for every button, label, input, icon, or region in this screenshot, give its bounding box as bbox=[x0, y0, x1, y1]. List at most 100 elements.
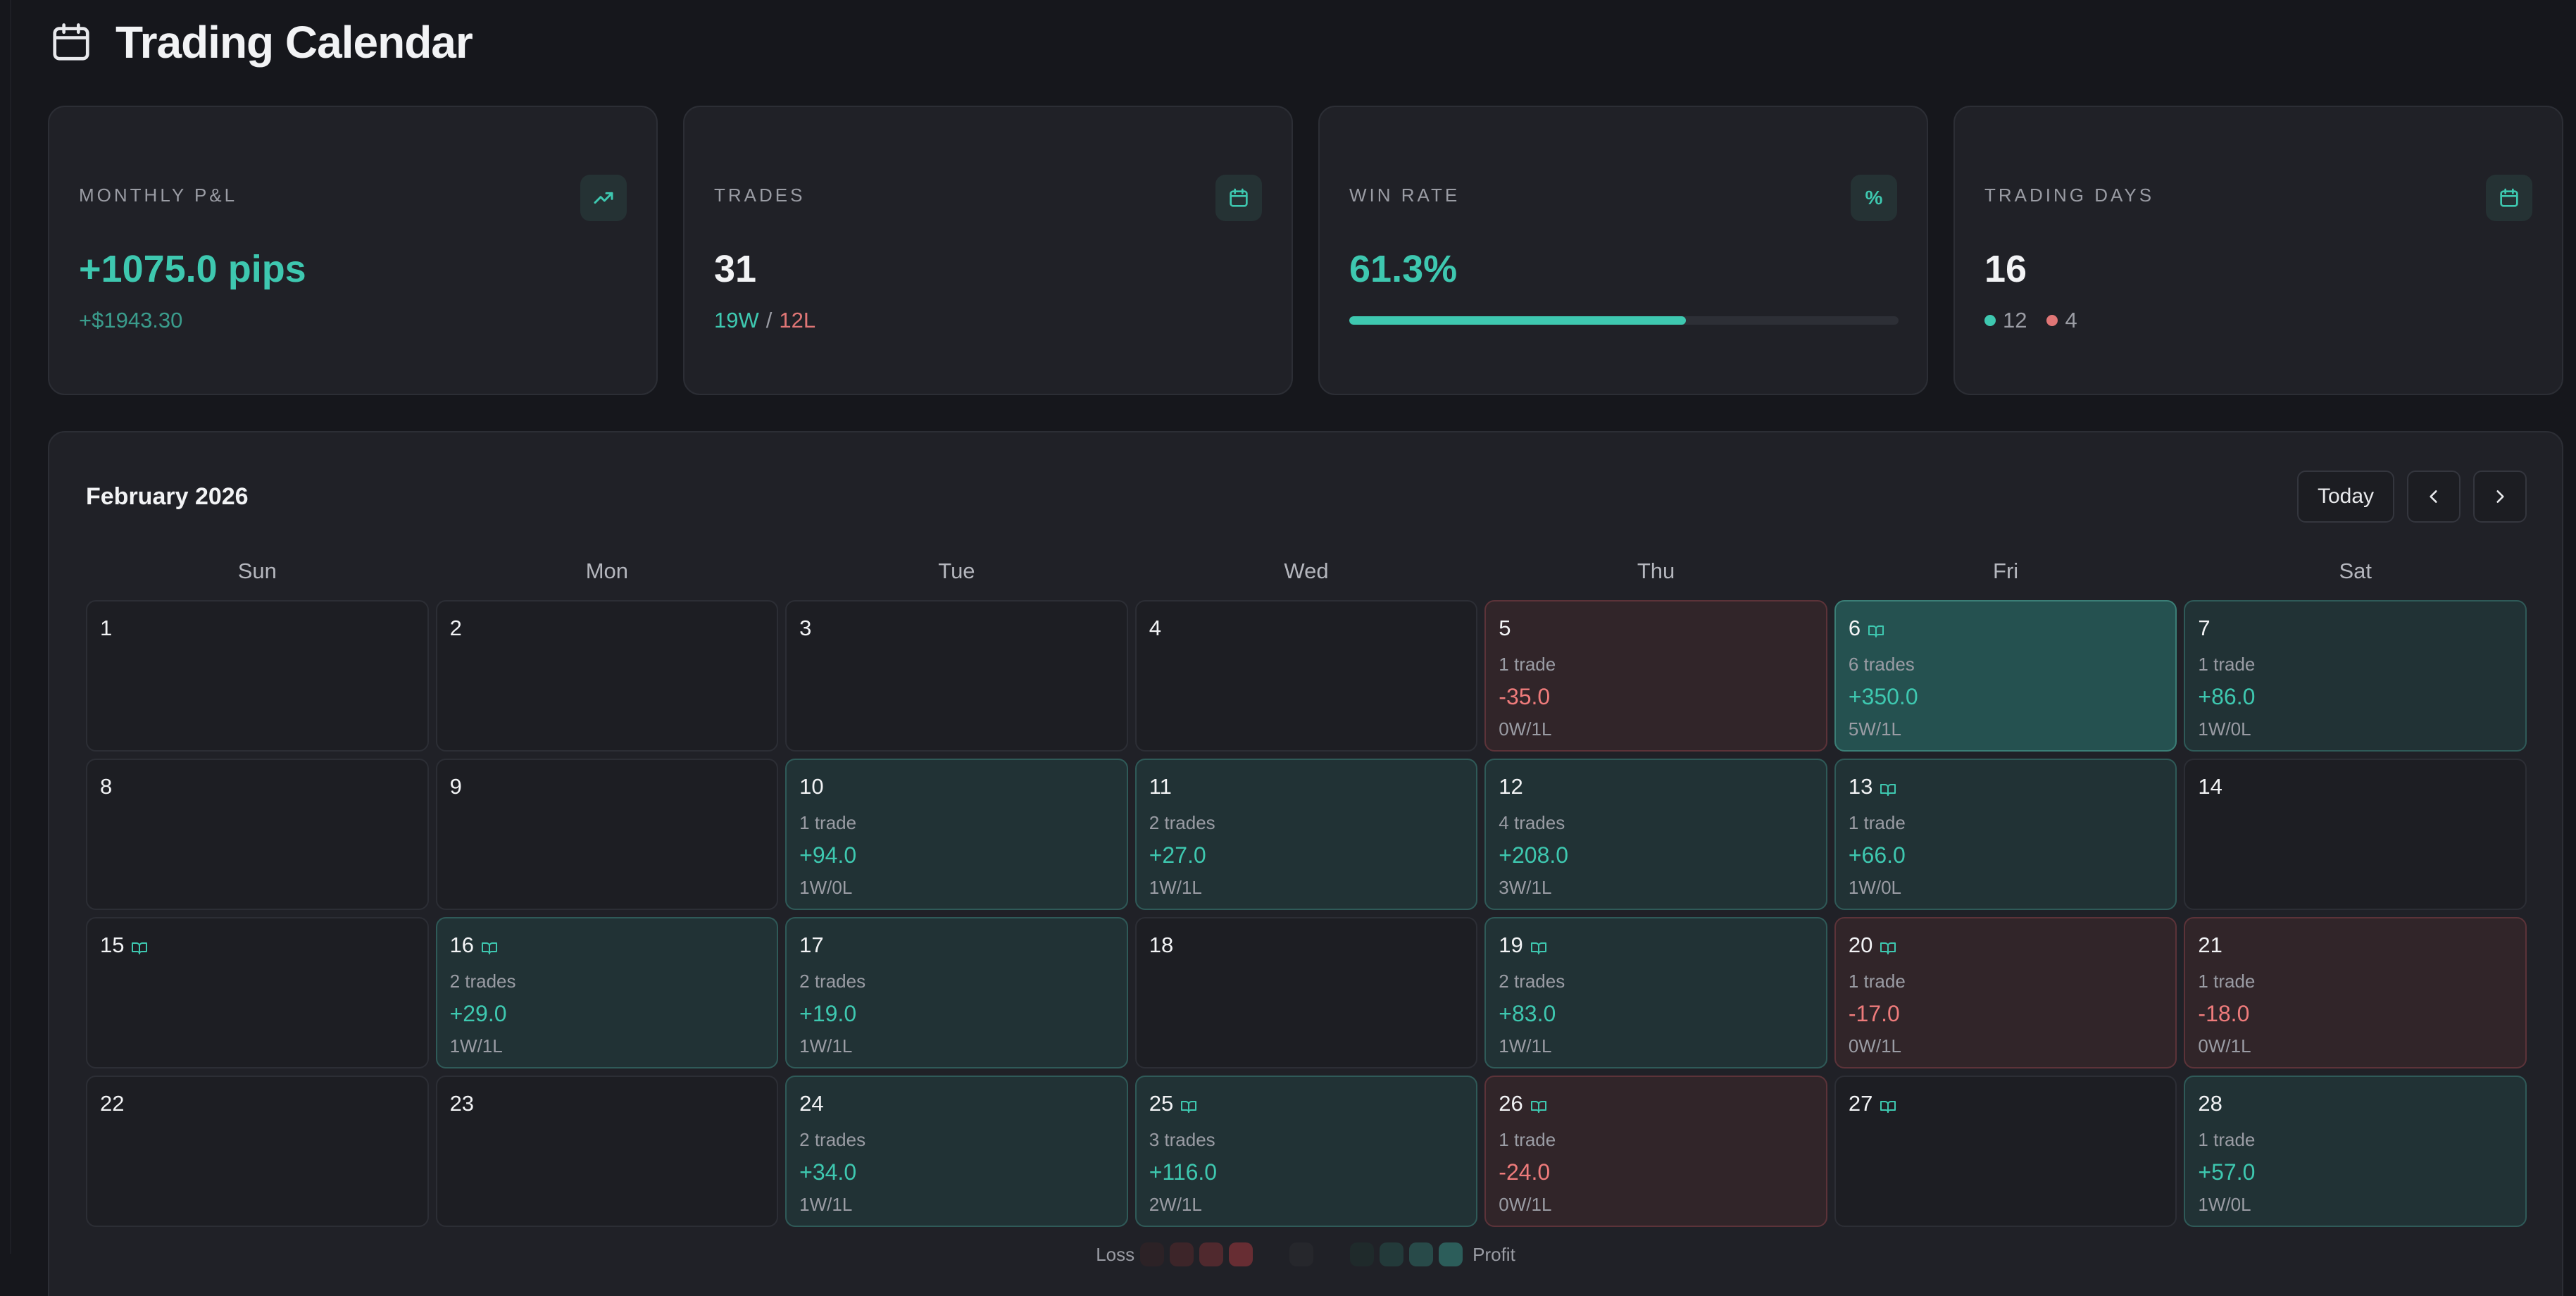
calendar-day[interactable]: 11 2 trades +27.0 1W/1L bbox=[1134, 759, 1478, 910]
calendar-day[interactable]: 5 1 trade -35.0 0W/1L bbox=[1484, 600, 1827, 752]
calendar-day[interactable]: 13 1 trade +66.0 1W/0L bbox=[1834, 759, 2177, 910]
calendar-day[interactable]: 7 1 trade +86.0 1W/0L bbox=[2184, 600, 2527, 752]
journal-book-icon[interactable] bbox=[131, 937, 148, 954]
calendar-day[interactable]: 3 bbox=[785, 600, 1128, 752]
calendar-day[interactable]: 17 2 trades +19.0 1W/1L bbox=[785, 917, 1128, 1068]
page-header: Trading Calendar bbox=[49, 14, 473, 70]
calendar-day[interactable]: 8 bbox=[86, 759, 429, 910]
journal-book-icon[interactable] bbox=[1530, 1095, 1547, 1113]
win-rate-value: 61.3% bbox=[1349, 248, 1458, 290]
legend-profit-swatch bbox=[1380, 1242, 1404, 1266]
day-header: 8 bbox=[100, 774, 427, 799]
calendar-day[interactable]: 1 bbox=[86, 600, 429, 752]
profit-dot-icon bbox=[1984, 315, 1996, 326]
trade-count: 1 trade bbox=[799, 812, 857, 833]
chevron-left-icon bbox=[2430, 490, 2437, 503]
calendar-day[interactable]: 26 1 trade -24.0 0W/1L bbox=[1484, 1076, 1827, 1227]
journal-book-icon[interactable] bbox=[1880, 1095, 1896, 1113]
day-header: 7 bbox=[2198, 616, 2525, 641]
legend-loss-swatch bbox=[1199, 1242, 1224, 1266]
trade-count: 1 trade bbox=[2198, 654, 2256, 675]
day-header: 11 bbox=[1149, 774, 1477, 799]
day-number: 17 bbox=[799, 933, 824, 957]
legend-profit-swatch bbox=[1350, 1242, 1375, 1266]
day-pips: -24.0 bbox=[1499, 1159, 1551, 1185]
calendar-day[interactable]: 22 bbox=[86, 1076, 429, 1227]
trading-days-value: 16 bbox=[1984, 248, 2027, 290]
day-header: 10 bbox=[799, 774, 1127, 799]
win-loss-count: 19W / 12L bbox=[714, 308, 1292, 333]
journal-book-icon[interactable] bbox=[1868, 620, 1884, 637]
calendar-day[interactable]: 18 bbox=[1134, 917, 1478, 1068]
day-pips: +27.0 bbox=[1149, 842, 1206, 868]
weekday-header: Sun Mon Tue Wed Thu Fri Sat bbox=[86, 547, 2527, 596]
win-loss-record: 2W/1L bbox=[1149, 1194, 1202, 1215]
calendar-day[interactable]: 27 bbox=[1834, 1076, 2177, 1227]
win-loss-record: 1W/0L bbox=[1848, 877, 1901, 898]
day-number: 6 bbox=[1848, 616, 1861, 640]
loss-days-count: 4 bbox=[2065, 308, 2077, 332]
journal-book-icon[interactable] bbox=[1180, 1095, 1197, 1113]
day-header: 4 bbox=[1149, 616, 1477, 641]
calendar-day[interactable]: 28 1 trade +57.0 1W/0L bbox=[2184, 1076, 2527, 1227]
calendar-day[interactable]: 16 2 trades +29.0 1W/1L bbox=[435, 917, 779, 1068]
day-number: 16 bbox=[449, 933, 475, 957]
trade-count: 2 trades bbox=[1149, 812, 1215, 833]
calendar-day[interactable]: 19 2 trades +83.0 1W/1L bbox=[1484, 917, 1827, 1068]
calendar-day[interactable]: 6 6 trades +350.0 5W/1L bbox=[1834, 600, 2177, 752]
day-pips: +29.0 bbox=[449, 1001, 507, 1026]
today-button[interactable]: Today bbox=[2297, 471, 2394, 523]
calendar-day[interactable]: 14 bbox=[2184, 759, 2527, 910]
day-pips: +83.0 bbox=[1499, 1001, 1556, 1026]
day-number: 19 bbox=[1499, 933, 1523, 957]
legend-loss-swatch bbox=[1170, 1242, 1194, 1266]
calendar-day[interactable]: 21 1 trade -18.0 0W/1L bbox=[2184, 917, 2527, 1068]
win-rate-progress bbox=[1349, 316, 1899, 325]
day-header: 12 bbox=[1499, 774, 1826, 799]
calendar-day[interactable]: 24 2 trades +34.0 1W/1L bbox=[785, 1076, 1128, 1227]
calendar-day[interactable]: 4 bbox=[1134, 600, 1478, 752]
month-title: February 2026 bbox=[86, 483, 249, 510]
legend-profit-swatch bbox=[1439, 1242, 1463, 1266]
day-pips: -35.0 bbox=[1499, 684, 1551, 709]
legend-neutral-swatch bbox=[1289, 1242, 1314, 1266]
calendar-day[interactable]: 23 bbox=[435, 1076, 779, 1227]
next-month-button[interactable] bbox=[2473, 471, 2527, 523]
legend-profit-swatch bbox=[1409, 1242, 1434, 1266]
trade-count: 1 trade bbox=[2198, 1129, 2256, 1150]
journal-book-icon[interactable] bbox=[1530, 937, 1547, 954]
heat-legend: Loss Profit bbox=[49, 1242, 2562, 1266]
calendar-day[interactable]: 9 bbox=[435, 759, 779, 910]
journal-book-icon[interactable] bbox=[1880, 778, 1896, 796]
calendar-day[interactable]: 2 bbox=[435, 600, 779, 752]
trade-count: 6 trades bbox=[1848, 654, 1915, 675]
calendar-day[interactable]: 20 1 trade -17.0 0W/1L bbox=[1834, 917, 2177, 1068]
day-header: 2 bbox=[450, 616, 777, 641]
journal-book-icon[interactable] bbox=[1880, 937, 1896, 954]
calendar-day[interactable]: 10 1 trade +94.0 1W/0L bbox=[785, 759, 1128, 910]
day-header: 15 bbox=[100, 933, 427, 958]
legend-loss-swatch bbox=[1229, 1242, 1253, 1266]
wins-count: 19W bbox=[714, 308, 759, 332]
trade-count: 1 trade bbox=[1499, 654, 1556, 675]
previous-month-button[interactable] bbox=[2407, 471, 2461, 523]
calendar-day[interactable]: 25 3 trades +116.0 2W/1L bbox=[1134, 1076, 1478, 1227]
trade-count: 2 trades bbox=[1499, 971, 1565, 992]
day-number: 21 bbox=[2198, 933, 2222, 957]
day-pips: +116.0 bbox=[1149, 1159, 1218, 1185]
win-loss-record: 0W/1L bbox=[1848, 1035, 1901, 1057]
day-pips: +19.0 bbox=[799, 1001, 857, 1026]
stat-label: TRADING DAYS bbox=[1984, 185, 2155, 206]
trade-count: 1 trade bbox=[1499, 1129, 1556, 1150]
calendar-icon bbox=[1215, 175, 1262, 221]
calendar-day[interactable]: 12 4 trades +208.0 3W/1L bbox=[1484, 759, 1827, 910]
calendar-icon bbox=[2486, 175, 2532, 221]
day-header: 28 bbox=[2198, 1091, 2525, 1116]
calendar-day[interactable]: 15 bbox=[86, 917, 429, 1068]
win-loss-record: 1W/1L bbox=[799, 1035, 853, 1057]
win-loss-record: 1W/0L bbox=[2198, 1194, 2251, 1215]
day-number: 1 bbox=[100, 616, 113, 640]
calendar-nav: Today bbox=[2297, 471, 2527, 523]
legend-loss-label: Loss bbox=[1096, 1243, 1135, 1265]
journal-book-icon[interactable] bbox=[481, 937, 498, 954]
